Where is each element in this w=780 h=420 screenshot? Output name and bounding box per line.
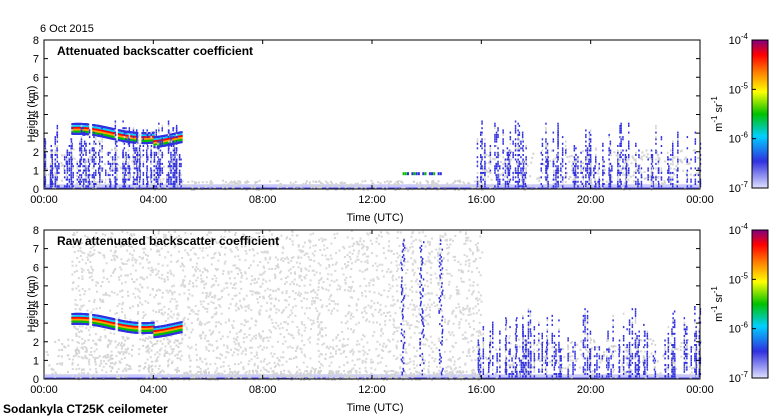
x-tick-label: 04:00 [140,384,168,396]
colorbar-tick-label: 10-4 [729,222,749,237]
y-ticks: 0 1 2 3 4 5 6 7 8 [33,225,700,386]
x-tick-label: 12:00 [358,384,386,396]
x-tick-label: 00:00 [30,384,58,396]
y-tick-label: 5 [33,281,39,293]
colorbar-unit: m-1 sr-1 [710,96,725,132]
y-tick-label: 1 [33,355,39,367]
x-tick-label: 20:00 [577,194,605,206]
y-tick-label: 2 [33,147,39,159]
colorbar-bottom: 10-4 10-5 10-6 10-7 m-1 sr-1 [710,222,769,385]
y-tick-label: 4 [33,110,39,122]
backscatter-cells [44,120,702,191]
plot-area [43,39,701,190]
colorbar-top: 10-4 10-5 10-6 10-7 m-1 sr-1 [710,32,769,195]
colorbar-tick-label: 10-7 [729,370,749,385]
panel-raw-attenuated: Raw attenuated backscatter coefficient 0… [26,225,714,414]
x-tick-label: 16:00 [468,384,496,396]
y-tick-label: 2 [33,337,39,349]
y-tick-label: 4 [33,300,39,312]
colorbar-tick-label: 10-4 [729,32,749,47]
y-tick-label: 1 [33,165,39,177]
panel-title: Attenuated backscatter coefficient [57,44,253,58]
y-tick-label: 8 [33,225,39,237]
date-label: 6 Oct 2015 [40,23,94,35]
x-tick-label: 16:00 [468,194,496,206]
x-tick-label: 08:00 [249,194,277,206]
x-tick-label: 00:00 [686,194,714,206]
colorbar-unit: m-1 sr-1 [710,286,725,322]
y-tick-label: 5 [33,91,39,103]
y-tick-label: 0 [33,374,39,386]
panel-title: Raw attenuated backscatter coefficient [57,234,279,248]
y-tick-label: 7 [33,244,39,256]
colorbar-tick-label: 10-7 [729,180,749,195]
colorbar-tick-label: 10-5 [729,271,749,286]
x-axis-label: Time (UTC) [346,212,403,224]
colorbar-tick-label: 10-5 [729,81,749,96]
y-tick-label: 6 [33,262,39,274]
panel-attenuated: Attenuated backscatter coefficient 0 1 2 3 4… [26,35,714,224]
x-axis-label: Time (UTC) [346,402,403,414]
y-ticks: 0 1 2 3 4 5 6 7 8 [33,35,700,196]
y-tick-label: 8 [33,35,39,47]
x-tick-label: 04:00 [140,194,168,206]
x-tick-label: 08:00 [249,384,277,396]
x-tick-label: 00:00 [686,384,714,396]
y-tick-label: 3 [33,318,39,330]
y-axis-label: Height (km) [26,86,38,143]
colorbar-tick-label: 10-6 [729,321,749,336]
x-tick-label: 12:00 [358,194,386,206]
y-tick-label: 0 [33,184,39,196]
y-tick-label: 3 [33,128,39,140]
instrument-footer: Sodankyla CT25K ceilometer [3,402,168,416]
x-tick-label: 20:00 [577,384,605,396]
y-axis-label: Height (km) [26,276,38,333]
y-tick-label: 6 [33,72,39,84]
x-tick-label: 00:00 [30,194,58,206]
x-ticks: 00:00 04:00 08:00 12:00 16:00 20:00 00:00 [30,230,714,396]
colorbar-tick-label: 10-6 [729,131,749,146]
y-tick-label: 7 [33,54,39,66]
x-ticks: 00:00 04:00 08:00 12:00 16:00 20:00 00:00 [30,40,714,206]
